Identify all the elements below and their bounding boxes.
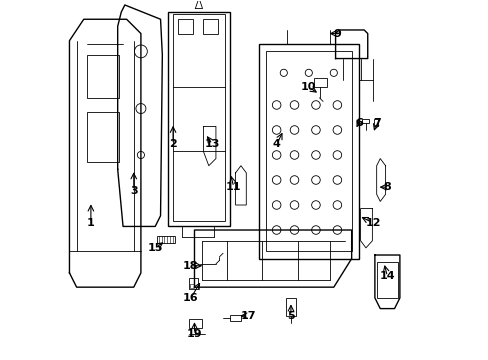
Bar	[376, 262, 397, 298]
Text: 5: 5	[286, 311, 294, 321]
Bar	[313, 78, 326, 87]
Bar	[258, 44, 358, 258]
Text: 12: 12	[365, 218, 380, 228]
Text: 8: 8	[383, 182, 390, 192]
Text: 6: 6	[354, 118, 362, 128]
Text: 2: 2	[169, 139, 177, 149]
Bar	[189, 319, 201, 328]
Text: 15: 15	[147, 243, 163, 253]
Bar	[203, 19, 217, 33]
Bar	[189, 278, 198, 289]
Text: 4: 4	[272, 139, 280, 149]
Bar	[173, 14, 224, 221]
Bar	[265, 51, 351, 251]
Text: 13: 13	[204, 139, 220, 149]
Bar	[87, 55, 119, 98]
Bar	[373, 119, 377, 126]
Text: 7: 7	[372, 118, 380, 128]
Bar	[362, 118, 368, 123]
Bar	[190, 284, 193, 288]
Text: 11: 11	[225, 182, 241, 192]
Bar	[157, 236, 175, 243]
Text: 16: 16	[183, 293, 198, 303]
Text: 17: 17	[240, 311, 255, 321]
Text: 10: 10	[301, 82, 316, 92]
Bar	[167, 12, 230, 226]
Text: 3: 3	[130, 186, 137, 196]
Bar	[285, 298, 296, 316]
Text: 9: 9	[333, 28, 341, 39]
Text: 19: 19	[186, 329, 202, 339]
Bar	[178, 19, 192, 33]
Bar	[87, 112, 119, 162]
Text: 1: 1	[87, 218, 95, 228]
Text: 18: 18	[183, 261, 198, 271]
Text: 14: 14	[379, 271, 394, 282]
Bar	[230, 315, 241, 321]
